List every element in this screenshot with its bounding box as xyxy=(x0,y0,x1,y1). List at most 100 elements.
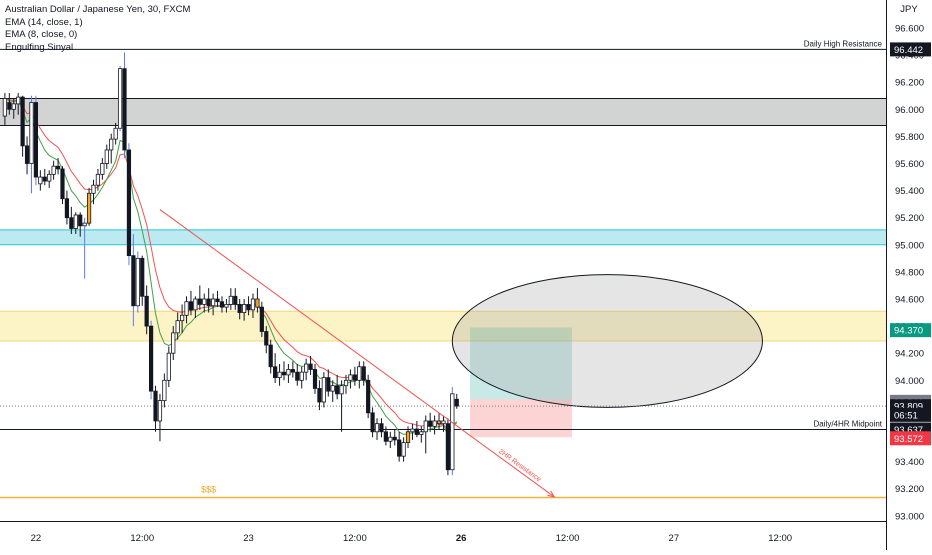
candle-body-40 xyxy=(179,314,185,322)
candle-body-16 xyxy=(73,214,78,229)
indicator-ema-14[interactable]: EMA (14, close, 1) xyxy=(5,16,83,28)
candle-body-80 xyxy=(357,366,362,381)
price-tick-4: 95.800 xyxy=(895,132,924,143)
candle-body-64 xyxy=(286,369,291,376)
ema-8-line xyxy=(4,98,458,437)
indicator-ema-8[interactable]: EMA (8, close, 0) xyxy=(5,29,78,40)
price-label-4: 06:51 xyxy=(894,410,918,421)
time-tick-2: 23 xyxy=(243,533,254,544)
candle-body-15 xyxy=(69,217,74,229)
position-tool[interactable] xyxy=(470,327,572,438)
candle-body-1 xyxy=(7,102,12,110)
candle-body-100 xyxy=(445,423,451,471)
candle-body-41 xyxy=(184,301,189,316)
candle-body-2 xyxy=(11,103,16,110)
candle-body-92 xyxy=(410,428,415,433)
candle-body-11 xyxy=(51,165,56,175)
annotations-layer: 2HR Resistance $$$ xyxy=(201,448,542,494)
candle-body-73 xyxy=(326,377,331,392)
candle-body-91 xyxy=(405,431,411,444)
price-tick-8: 95.000 xyxy=(895,240,924,251)
candle-body-25 xyxy=(113,127,118,140)
candle-body-17 xyxy=(78,214,83,227)
candle-body-9 xyxy=(42,176,47,182)
time-axis-bg xyxy=(0,521,886,550)
trendline-label: 2HR Resistance xyxy=(497,448,542,484)
trendline-2hr-resistance xyxy=(159,209,555,498)
candle-body-35 xyxy=(157,400,163,422)
price-label-3: 93.809 xyxy=(894,402,923,413)
candle-body-79 xyxy=(352,374,357,381)
candle-body-36 xyxy=(162,379,167,402)
candle-body-32 xyxy=(144,295,149,327)
candle-body-42 xyxy=(188,301,194,311)
price-tick-9: 94.800 xyxy=(895,267,924,278)
time-tick-1: 12:00 xyxy=(130,533,154,544)
candle-body-71 xyxy=(317,388,322,403)
candle-body-63 xyxy=(281,371,287,376)
zone-1 xyxy=(0,229,886,245)
level-label-1: Daily/4HR Midpoint xyxy=(814,419,883,428)
candle-body-31 xyxy=(140,257,145,297)
price-tick-10: 94.600 xyxy=(895,295,924,306)
candle-body-86 xyxy=(383,431,388,442)
candle-body-72 xyxy=(321,377,326,403)
candle-body-38 xyxy=(171,332,176,354)
candle-body-22 xyxy=(100,163,105,175)
price-label-bg-0 xyxy=(890,42,931,57)
candle-body-65 xyxy=(290,369,295,373)
candle-body-84 xyxy=(374,423,380,433)
time-tick-0: 22 xyxy=(31,533,42,544)
candle-body-89 xyxy=(397,439,402,457)
candle-body-10 xyxy=(47,173,52,182)
candle-body-50 xyxy=(224,304,229,308)
candle-body-76 xyxy=(339,385,344,395)
trendline-arrowhead xyxy=(547,490,556,498)
candle-body-62 xyxy=(277,371,282,378)
candle-body-0 xyxy=(2,98,8,117)
candle-body-101 xyxy=(450,393,455,471)
price-tick-13: 94.000 xyxy=(895,376,924,387)
ellipse-drawing-layer xyxy=(451,274,763,408)
candle-body-19 xyxy=(86,192,92,224)
candle-body-51 xyxy=(228,295,233,305)
chart-legend: Australian Dollar / Japanese Yen, 30, FX… xyxy=(5,4,190,54)
candle-body-56 xyxy=(250,298,256,311)
candle-body-34 xyxy=(153,390,158,422)
candle-body-30 xyxy=(135,257,140,307)
candle-body-43 xyxy=(193,298,198,311)
candle-body-57 xyxy=(255,298,260,308)
price-label-1: 94.370 xyxy=(894,326,923,337)
ellipse-drawing xyxy=(451,274,763,408)
position-stop-area xyxy=(470,399,572,438)
indicator-engulfing[interactable]: Engulfing Sinyal xyxy=(5,41,74,53)
candle-body-81 xyxy=(361,366,366,381)
candle-body-67 xyxy=(299,371,304,381)
price-tick-18: 93.000 xyxy=(895,511,924,522)
price-tick-0: 96.600 xyxy=(895,24,924,35)
candle-body-99 xyxy=(441,420,446,425)
candle-body-59 xyxy=(264,331,269,346)
candle-body-93 xyxy=(414,428,419,435)
price-tick-2: 96.200 xyxy=(895,78,924,89)
candle-body-14 xyxy=(64,198,70,219)
candle-body-20 xyxy=(91,184,96,194)
candle-body-49 xyxy=(219,301,225,308)
candle-body-8 xyxy=(38,176,43,185)
position-target-area xyxy=(470,327,572,400)
candle-body-52 xyxy=(233,295,238,305)
candle-body-24 xyxy=(109,138,114,151)
candle-body-44 xyxy=(197,298,202,305)
trendline-layer[interactable] xyxy=(159,209,556,498)
time-tick-6: 27 xyxy=(669,533,680,544)
candle-body-96 xyxy=(428,420,433,427)
symbol-title: Australian Dollar / Japanese Yen, 30, FX… xyxy=(5,4,191,15)
price-label-bg-1 xyxy=(890,323,931,338)
candle-body-85 xyxy=(379,423,384,433)
candle-body-78 xyxy=(348,374,353,381)
price-label-6: 93.572 xyxy=(894,434,923,445)
candle-body-88 xyxy=(392,436,397,441)
